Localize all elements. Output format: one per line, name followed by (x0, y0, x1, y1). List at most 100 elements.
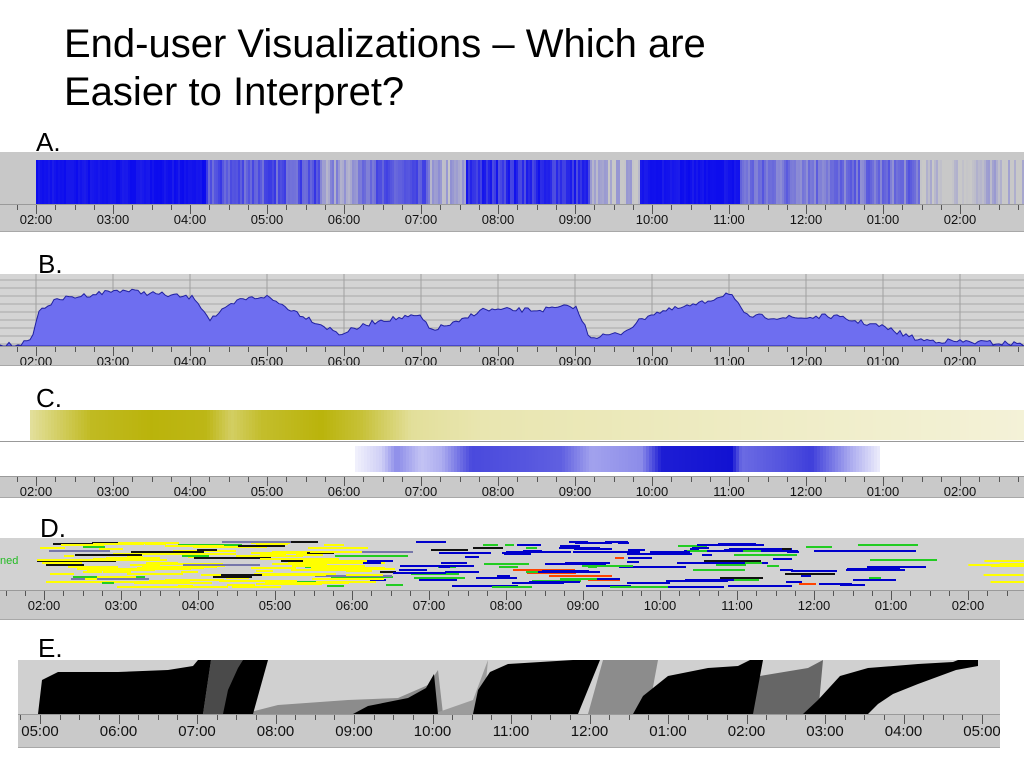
event-line (799, 583, 816, 585)
density-stripe (192, 160, 194, 204)
event-line (505, 544, 514, 546)
axis-tick (354, 715, 355, 724)
blue-stripe (856, 446, 859, 472)
olive-stripe (954, 410, 957, 440)
event-line (806, 546, 832, 548)
axis-tick-label: 08:00 (481, 212, 515, 227)
event-line (311, 567, 385, 569)
axis-tick-label: 09:00 (335, 723, 373, 740)
axis-tick-label: 04:00 (173, 354, 207, 366)
olive-stripe (534, 410, 537, 440)
axis-tick (710, 347, 711, 352)
density-stripe (60, 160, 62, 204)
olive-stripe (63, 410, 66, 440)
blue-stripe (439, 446, 442, 472)
density-stripe (916, 160, 918, 204)
axis-tick (1018, 477, 1019, 482)
density-stripe (724, 160, 726, 204)
blue-stripe (646, 446, 649, 472)
density-stripe (408, 160, 410, 204)
event-line (441, 562, 467, 564)
axis-tick (633, 347, 634, 352)
event-line (222, 541, 291, 543)
olive-stripe (186, 410, 189, 440)
axis-tick (248, 205, 249, 210)
olive-stripe (66, 410, 69, 440)
olive-stripe (705, 410, 708, 440)
density-stripe (368, 160, 370, 204)
blue-stripe (841, 446, 844, 472)
density-stripe (980, 160, 982, 204)
axis-tick (864, 477, 865, 482)
density-stripe (616, 160, 618, 204)
density-stripe (344, 160, 346, 204)
panel-c-divider (0, 441, 1024, 442)
axis-tick (344, 477, 345, 486)
blue-stripe (724, 446, 727, 472)
blue-stripe (364, 446, 367, 472)
olive-stripe (114, 410, 117, 440)
blue-stripe (703, 446, 706, 472)
axis-tick (306, 477, 307, 482)
density-stripe (136, 160, 138, 204)
axis-tick-label: 03:00 (96, 484, 130, 498)
axis-tick (171, 347, 172, 352)
blue-stripe (673, 446, 676, 472)
event-line (627, 582, 670, 584)
axis-tick (614, 347, 615, 352)
olive-stripe (717, 410, 720, 440)
event-line (318, 578, 360, 580)
event-line (745, 562, 762, 564)
olive-stripe (903, 410, 906, 440)
density-stripe (662, 160, 664, 204)
blue-stripe (511, 446, 514, 472)
axis-tick (594, 205, 595, 210)
density-stripe (574, 160, 576, 204)
blue-stripe (427, 446, 430, 472)
density-stripe (112, 160, 114, 204)
density-stripe (840, 160, 842, 204)
density-stripe (530, 160, 532, 204)
density-stripe (144, 160, 146, 204)
blue-stripe (793, 446, 796, 472)
density-stripe (396, 160, 398, 204)
density-stripe (212, 160, 214, 204)
axis-tick (344, 347, 345, 356)
olive-stripe (333, 410, 336, 440)
panel-d-label: D. (40, 513, 66, 543)
density-stripe (990, 160, 992, 204)
panel-b-area-chart (0, 274, 1024, 346)
axis-tick (814, 591, 815, 600)
blue-stripe (751, 446, 754, 472)
panel-a: 02:00 03:00 04:00 05:00 06:00 07:00 08:00 09:00… (0, 152, 1024, 232)
axis-tick-label: 07:00 (404, 212, 438, 227)
event-line (729, 548, 792, 550)
axis-tick (391, 591, 392, 596)
blue-stripe (634, 446, 637, 472)
axis-tick (333, 591, 334, 596)
density-stripe (446, 160, 448, 204)
olive-stripe (435, 410, 438, 440)
axis-tick (113, 205, 114, 214)
blue-stripe (613, 446, 616, 472)
density-stripe (878, 160, 880, 204)
density-stripe (340, 160, 342, 204)
density-stripe (264, 160, 266, 204)
event-line (586, 585, 631, 587)
olive-stripe (195, 410, 198, 440)
olive-stripe (963, 410, 966, 440)
axis-tick (267, 347, 268, 356)
blue-stripe (838, 446, 841, 472)
olive-stripe (915, 410, 918, 440)
axis-tick (575, 477, 576, 486)
olive-stripe (318, 410, 321, 440)
axis-tick (209, 477, 210, 482)
event-line (517, 544, 541, 546)
olive-stripe (132, 410, 135, 440)
density-stripe (86, 160, 88, 204)
event-line (340, 551, 413, 553)
event-line (236, 555, 303, 557)
axis-tick (537, 477, 538, 482)
density-stripe (832, 160, 834, 204)
blue-stripe (493, 446, 496, 472)
